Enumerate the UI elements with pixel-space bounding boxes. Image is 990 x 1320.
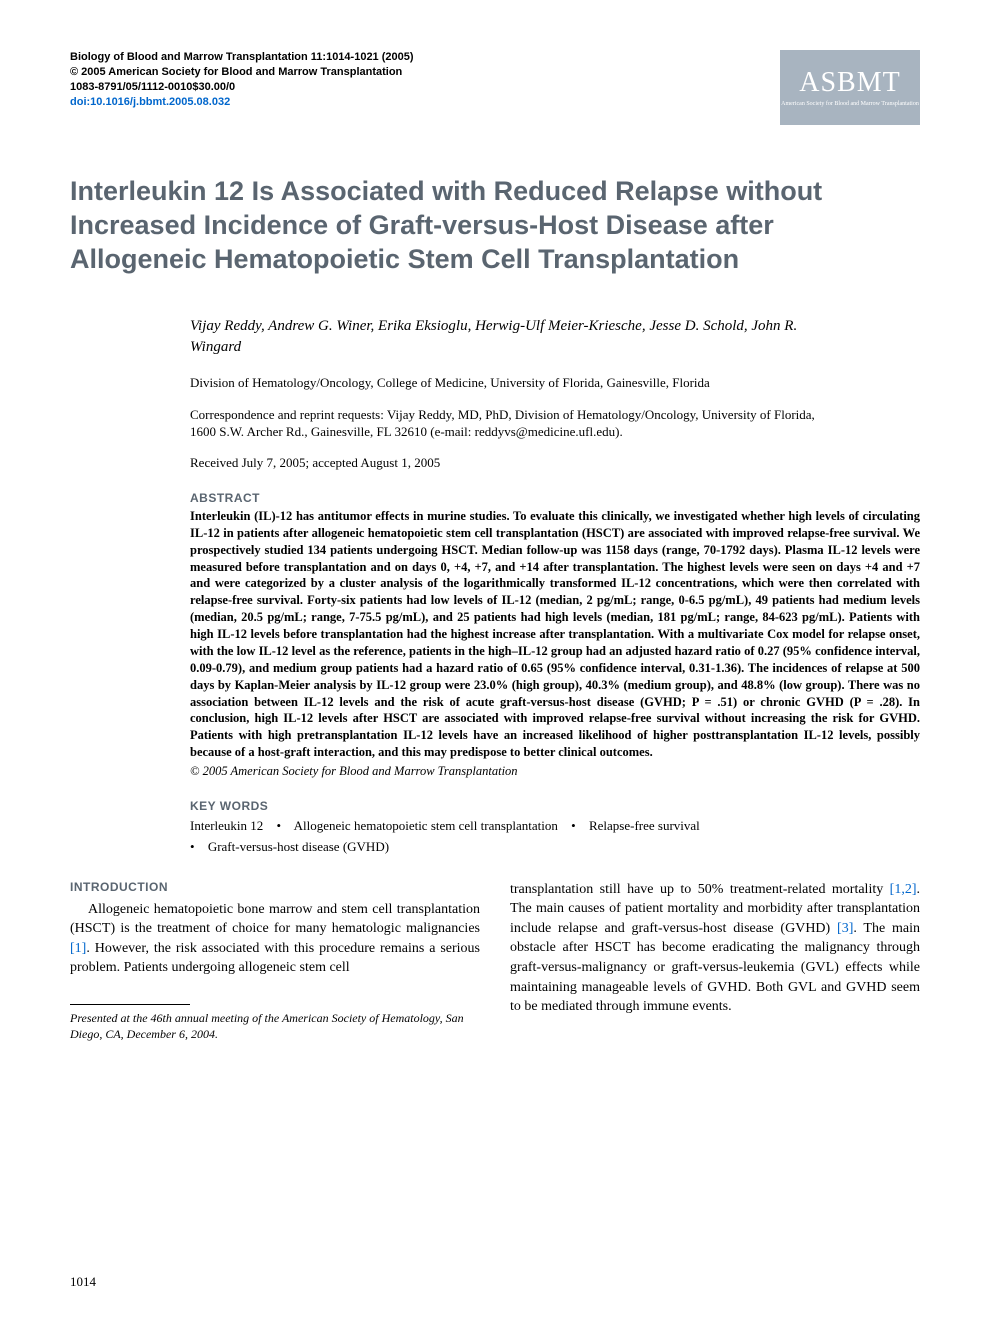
intro-paragraph-left: Allogeneic hematopoietic bone marrow and… — [70, 900, 480, 978]
logo-subtext: American Society for Blood and Marrow Tr… — [781, 101, 919, 108]
journal-issn: 1083-8791/05/1112-0010$30.00/0 — [70, 80, 414, 95]
reference-link[interactable]: [1] — [70, 941, 86, 956]
bullet-icon: • — [190, 839, 195, 854]
bullet-icon: • — [277, 818, 282, 833]
logo-text: ASBMT — [799, 67, 900, 99]
abstract-copyright: © 2005 American Society for Blood and Ma… — [190, 764, 920, 779]
intro-col2-text: transplantation still have up to 50% tre… — [510, 882, 920, 1015]
journal-citation: Biology of Blood and Marrow Transplantat… — [70, 50, 414, 65]
introduction-heading: INTRODUCTION — [70, 880, 480, 894]
journal-copyright: © 2005 American Society for Blood and Ma… — [70, 65, 414, 80]
authors-list: Vijay Reddy, Andrew G. Winer, Erika Eksi… — [190, 316, 840, 358]
keyword: Graft-versus-host disease (GVHD) — [208, 839, 389, 854]
reference-link[interactable]: [1,2] — [890, 882, 917, 897]
left-column: INTRODUCTION Allogeneic hematopoietic bo… — [70, 880, 480, 1043]
intro-col1-text: Allogeneic hematopoietic bone marrow and… — [70, 900, 480, 978]
bullet-icon: • — [571, 818, 576, 833]
intro-paragraph-right: transplantation still have up to 50% tre… — [510, 880, 920, 1017]
footnote-text: Presented at the 46th annual meeting of … — [70, 1011, 470, 1042]
right-column: transplantation still have up to 50% tre… — [510, 880, 920, 1043]
keywords-heading: KEY WORDS — [190, 799, 920, 813]
article-title: Interleukin 12 Is Associated with Reduce… — [70, 175, 830, 276]
abstract-text: Interleukin (IL)-12 has antitumor effect… — [190, 508, 920, 761]
reference-link[interactable]: [3] — [837, 921, 853, 936]
footnote-divider — [70, 1004, 190, 1005]
keyword: Allogeneic hematopoietic stem cell trans… — [294, 818, 558, 833]
body-columns: INTRODUCTION Allogeneic hematopoietic bo… — [70, 880, 920, 1043]
affiliation: Division of Hematology/Oncology, College… — [190, 374, 840, 392]
page-number: 1014 — [70, 1274, 96, 1290]
keywords-line: Interleukin 12 • Allogeneic hematopoieti… — [190, 816, 920, 858]
society-logo: ASBMT American Society for Blood and Mar… — [780, 50, 920, 125]
journal-doi[interactable]: doi:10.1016/j.bbmt.2005.08.032 — [70, 95, 414, 110]
header-row: Biology of Blood and Marrow Transplantat… — [70, 50, 920, 125]
keyword: Relapse-free survival — [589, 818, 700, 833]
article-dates: Received July 7, 2005; accepted August 1… — [190, 455, 920, 471]
abstract-heading: ABSTRACT — [190, 491, 920, 505]
correspondence: Correspondence and reprint requests: Vij… — [190, 406, 840, 441]
keyword: Interleukin 12 — [190, 818, 263, 833]
journal-meta: Biology of Blood and Marrow Transplantat… — [70, 50, 414, 109]
